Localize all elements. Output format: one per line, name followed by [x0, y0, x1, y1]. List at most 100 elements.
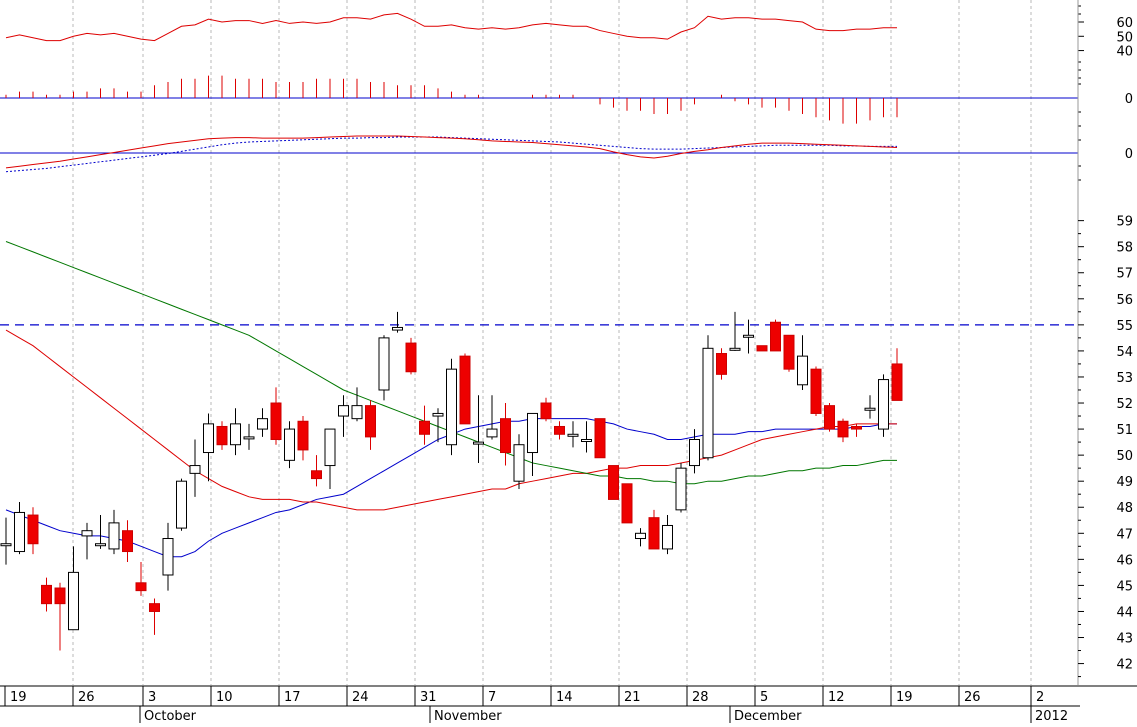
price-tick-label: 43 — [1116, 632, 1133, 647]
candle-body — [311, 470, 322, 480]
candle-body — [41, 584, 52, 605]
week-label: 3 — [148, 690, 156, 705]
price-tick-label: 45 — [1116, 579, 1133, 594]
candle-body — [108, 522, 120, 550]
vertical-gridlines — [72, 0, 1032, 685]
candle-body — [68, 571, 79, 631]
week-label: 24 — [352, 690, 369, 705]
candle-body — [270, 402, 282, 440]
candle-body — [230, 423, 241, 446]
candle-body — [608, 465, 619, 500]
week-label: 7 — [488, 690, 496, 705]
month-label: December — [734, 709, 802, 723]
month-label: 2012 — [1035, 709, 1068, 723]
rsi-tick-label: 60 — [1116, 16, 1133, 31]
candle-body — [675, 467, 687, 511]
candle-body — [54, 587, 66, 605]
price-tick-label: 50 — [1116, 449, 1133, 464]
moving-average-line — [5, 329, 897, 511]
candle-body — [95, 543, 106, 547]
candle-body — [635, 532, 646, 540]
candle-body — [257, 418, 268, 430]
candle-body — [473, 441, 484, 445]
candle-body — [567, 433, 579, 437]
candle-body — [581, 439, 592, 442]
price-tick-label: 57 — [1116, 267, 1133, 282]
macd-panel: 0 — [0, 135, 1133, 181]
candle-body — [662, 524, 673, 550]
week-label: 28 — [692, 690, 709, 705]
price-tick-label: 44 — [1116, 605, 1133, 620]
price-tick-label: 51 — [1116, 423, 1133, 438]
candle-body — [594, 418, 606, 459]
price-tick-label: 56 — [1116, 293, 1133, 308]
price-tick-label: 54 — [1116, 345, 1133, 360]
candle-body — [162, 538, 174, 576]
candle-body — [891, 363, 903, 401]
week-label: 21 — [624, 690, 641, 705]
candle-body — [864, 407, 876, 411]
week-label: 31 — [420, 690, 437, 705]
week-label: 5 — [760, 690, 768, 705]
week-label: 10 — [216, 690, 233, 705]
candle-body — [513, 444, 525, 482]
candlesticks — [0, 311, 903, 651]
price-tick-label: 47 — [1116, 527, 1133, 542]
candle-body — [797, 355, 808, 386]
week-label: 26 — [78, 690, 95, 705]
week-label: 2 — [1036, 690, 1044, 705]
price-axis: 42 43 44 45 46 47 48 49 50 51 52 53 54 55 56 57 58 59 — [1077, 0, 1133, 685]
week-label: 12 — [828, 690, 845, 705]
candle-body — [365, 405, 376, 438]
candle-body — [216, 425, 228, 446]
candle-body — [297, 420, 309, 451]
candle-body — [621, 483, 633, 524]
candle-body — [122, 530, 133, 553]
macd-zero-label: 0 — [1125, 147, 1133, 162]
candle-body — [851, 425, 862, 430]
candle-body — [432, 412, 444, 417]
week-label: 26 — [964, 690, 981, 705]
price-tick-label: 53 — [1116, 371, 1133, 386]
candle-body — [810, 368, 822, 414]
price-tick-label: 42 — [1116, 658, 1133, 673]
price-tick-label: 46 — [1116, 553, 1133, 568]
candle-body — [702, 347, 714, 459]
candle-body — [392, 326, 403, 331]
candle-body — [351, 405, 363, 420]
candle-body — [189, 465, 201, 474]
candle-body — [486, 428, 498, 438]
candle-body — [878, 379, 889, 430]
candle-body — [500, 418, 511, 454]
candle-body — [419, 420, 430, 435]
price-tick-label: 59 — [1116, 215, 1133, 230]
candle-body — [743, 334, 754, 338]
candle-body — [27, 514, 39, 545]
candle-body — [0, 543, 12, 547]
candle-body — [770, 321, 781, 352]
candle-body — [540, 402, 552, 420]
price-tick-label: 58 — [1116, 241, 1133, 256]
time-axis: 19 26 3 10 17 24 31 7 14 21 28 5 12 19 26 2 October Novem… — [0, 685, 1137, 724]
candle-body — [783, 334, 795, 370]
candle-body — [135, 582, 147, 592]
rsi-line — [5, 12, 897, 42]
candle-body — [324, 428, 336, 467]
price-tick-label: 52 — [1116, 397, 1133, 412]
rsi-tick-label: 40 — [1116, 45, 1133, 60]
candle-body — [176, 480, 187, 529]
week-label: 17 — [284, 690, 301, 705]
candle-body — [756, 345, 768, 352]
macd-signal-line — [5, 136, 897, 173]
candle-body — [203, 423, 214, 454]
week-label: 14 — [556, 690, 573, 705]
candle-body — [459, 355, 471, 425]
histogram-zero-label: 0 — [1125, 92, 1133, 107]
candle-body — [689, 439, 700, 467]
price-tick-label: 49 — [1116, 475, 1133, 490]
candle-body — [284, 428, 295, 461]
price-tick-label: 48 — [1116, 501, 1133, 516]
candle-body — [729, 347, 741, 351]
